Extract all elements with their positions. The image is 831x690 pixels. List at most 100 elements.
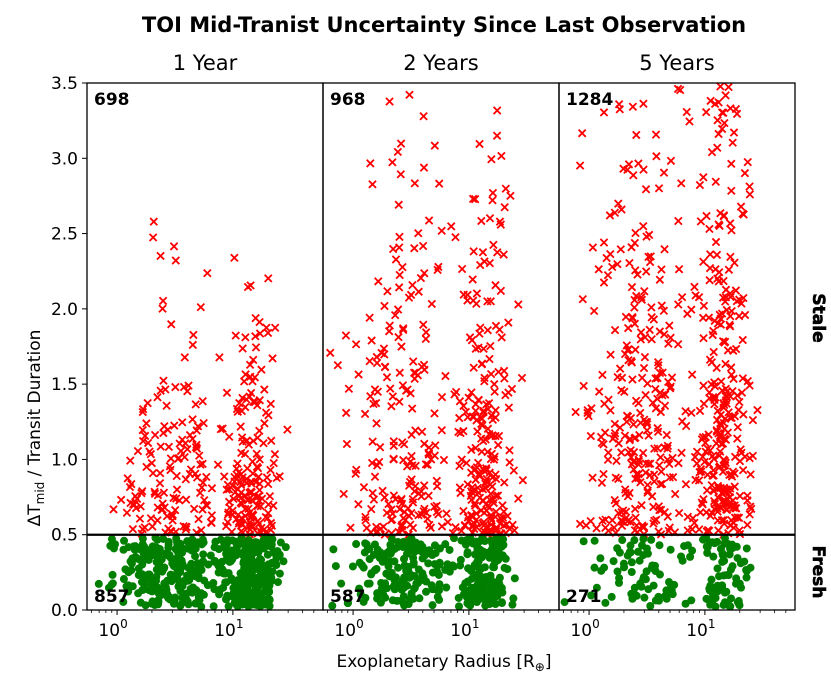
y-tick-label: 2.5 xyxy=(51,225,78,245)
stale-marker xyxy=(491,507,501,517)
stale-marker xyxy=(637,293,646,302)
stale-marker xyxy=(177,418,187,427)
stale-marker xyxy=(182,522,191,532)
stale-marker xyxy=(665,473,674,482)
stale-marker xyxy=(716,418,725,428)
fresh-marker xyxy=(119,575,128,584)
stale-marker xyxy=(735,491,745,501)
fresh-marker xyxy=(428,601,437,610)
stale-marker xyxy=(641,185,651,194)
stale-marker xyxy=(722,485,732,494)
stale-marker xyxy=(748,415,758,425)
stale-marker xyxy=(610,419,620,429)
stale-marker xyxy=(395,397,404,406)
stale-marker xyxy=(189,504,199,514)
fresh-marker xyxy=(328,601,337,610)
fresh-marker xyxy=(463,548,472,557)
stale-marker xyxy=(630,238,640,248)
fresh-marker xyxy=(385,546,394,555)
stale-marker xyxy=(269,458,278,468)
stale-marker xyxy=(196,526,206,535)
stale-marker xyxy=(399,455,408,465)
fresh-marker xyxy=(275,550,284,559)
fresh-marker xyxy=(254,548,263,557)
fresh-marker xyxy=(493,591,502,600)
stale-marker xyxy=(246,281,255,290)
stale-marker xyxy=(709,347,718,357)
stale-marker xyxy=(230,477,239,486)
stale-marker xyxy=(708,330,717,340)
stale-marker xyxy=(488,196,497,205)
stale-marker xyxy=(606,406,615,415)
stale-marker xyxy=(635,408,645,418)
stale-marker xyxy=(637,295,647,305)
stale-marker xyxy=(138,404,148,414)
stale-marker xyxy=(424,450,434,459)
fresh-marker xyxy=(489,563,498,572)
stale-marker xyxy=(248,469,258,478)
fresh-marker xyxy=(709,552,718,561)
stale-marker xyxy=(260,385,269,394)
fresh-marker xyxy=(601,598,610,607)
stale-marker xyxy=(651,374,660,383)
stale-marker xyxy=(478,248,488,257)
fresh-marker xyxy=(153,553,162,562)
stale-marker xyxy=(617,205,626,214)
stale-marker xyxy=(398,325,408,335)
stale-marker xyxy=(365,356,374,366)
stale-marker xyxy=(174,453,184,463)
stale-marker xyxy=(239,377,249,386)
stale-marker xyxy=(734,311,744,321)
stale-marker xyxy=(611,473,620,482)
fresh-marker xyxy=(655,541,664,550)
stale-marker xyxy=(623,346,632,355)
stale-marker xyxy=(466,468,476,477)
stale-marker xyxy=(484,503,494,512)
stale-marker xyxy=(659,168,669,177)
stale-marker xyxy=(369,495,379,504)
stale-marker xyxy=(181,525,191,534)
stale-marker xyxy=(681,421,691,431)
stale-marker xyxy=(368,488,377,498)
stale-marker xyxy=(421,334,431,344)
fresh-marker xyxy=(713,564,722,573)
fresh-marker xyxy=(666,545,675,554)
fresh-marker xyxy=(646,602,655,611)
fresh-marker xyxy=(740,557,749,566)
fresh-marker xyxy=(442,583,451,592)
stale-marker xyxy=(618,506,628,515)
stale-marker xyxy=(264,500,273,509)
stale-marker xyxy=(660,508,669,517)
stale-marker xyxy=(726,104,735,113)
panel-2-years: 2 Years 968 587 100 101 xyxy=(322,51,560,641)
stale-marker xyxy=(712,250,722,260)
stale-marker xyxy=(701,447,710,456)
stale-marker xyxy=(486,489,495,499)
stale-marker xyxy=(690,282,699,292)
stale-marker xyxy=(395,243,404,252)
stale-marker xyxy=(207,511,217,520)
fresh-marker xyxy=(579,537,588,546)
fresh-marker xyxy=(264,596,273,605)
stale-marker xyxy=(505,446,514,455)
fresh-marker xyxy=(359,563,368,572)
stale-marker xyxy=(627,282,637,292)
fresh-marker xyxy=(125,583,134,592)
stale-marker xyxy=(491,280,500,290)
fresh-marker xyxy=(587,591,596,600)
stale-marker xyxy=(483,325,492,335)
stale-marker xyxy=(495,217,505,226)
stale-marker xyxy=(674,508,684,518)
stale-marker xyxy=(743,376,752,386)
stale-marker xyxy=(639,99,648,108)
stale-marker xyxy=(505,524,515,534)
fresh-marker xyxy=(352,540,361,549)
stale-marker xyxy=(722,387,732,396)
fresh-marker xyxy=(467,574,476,583)
stale-marker xyxy=(461,407,471,417)
stale-marker xyxy=(255,485,264,495)
stale-marker xyxy=(475,139,484,149)
stale-marker xyxy=(488,188,498,198)
stale-marker xyxy=(657,265,666,274)
stale-marker xyxy=(488,431,497,440)
